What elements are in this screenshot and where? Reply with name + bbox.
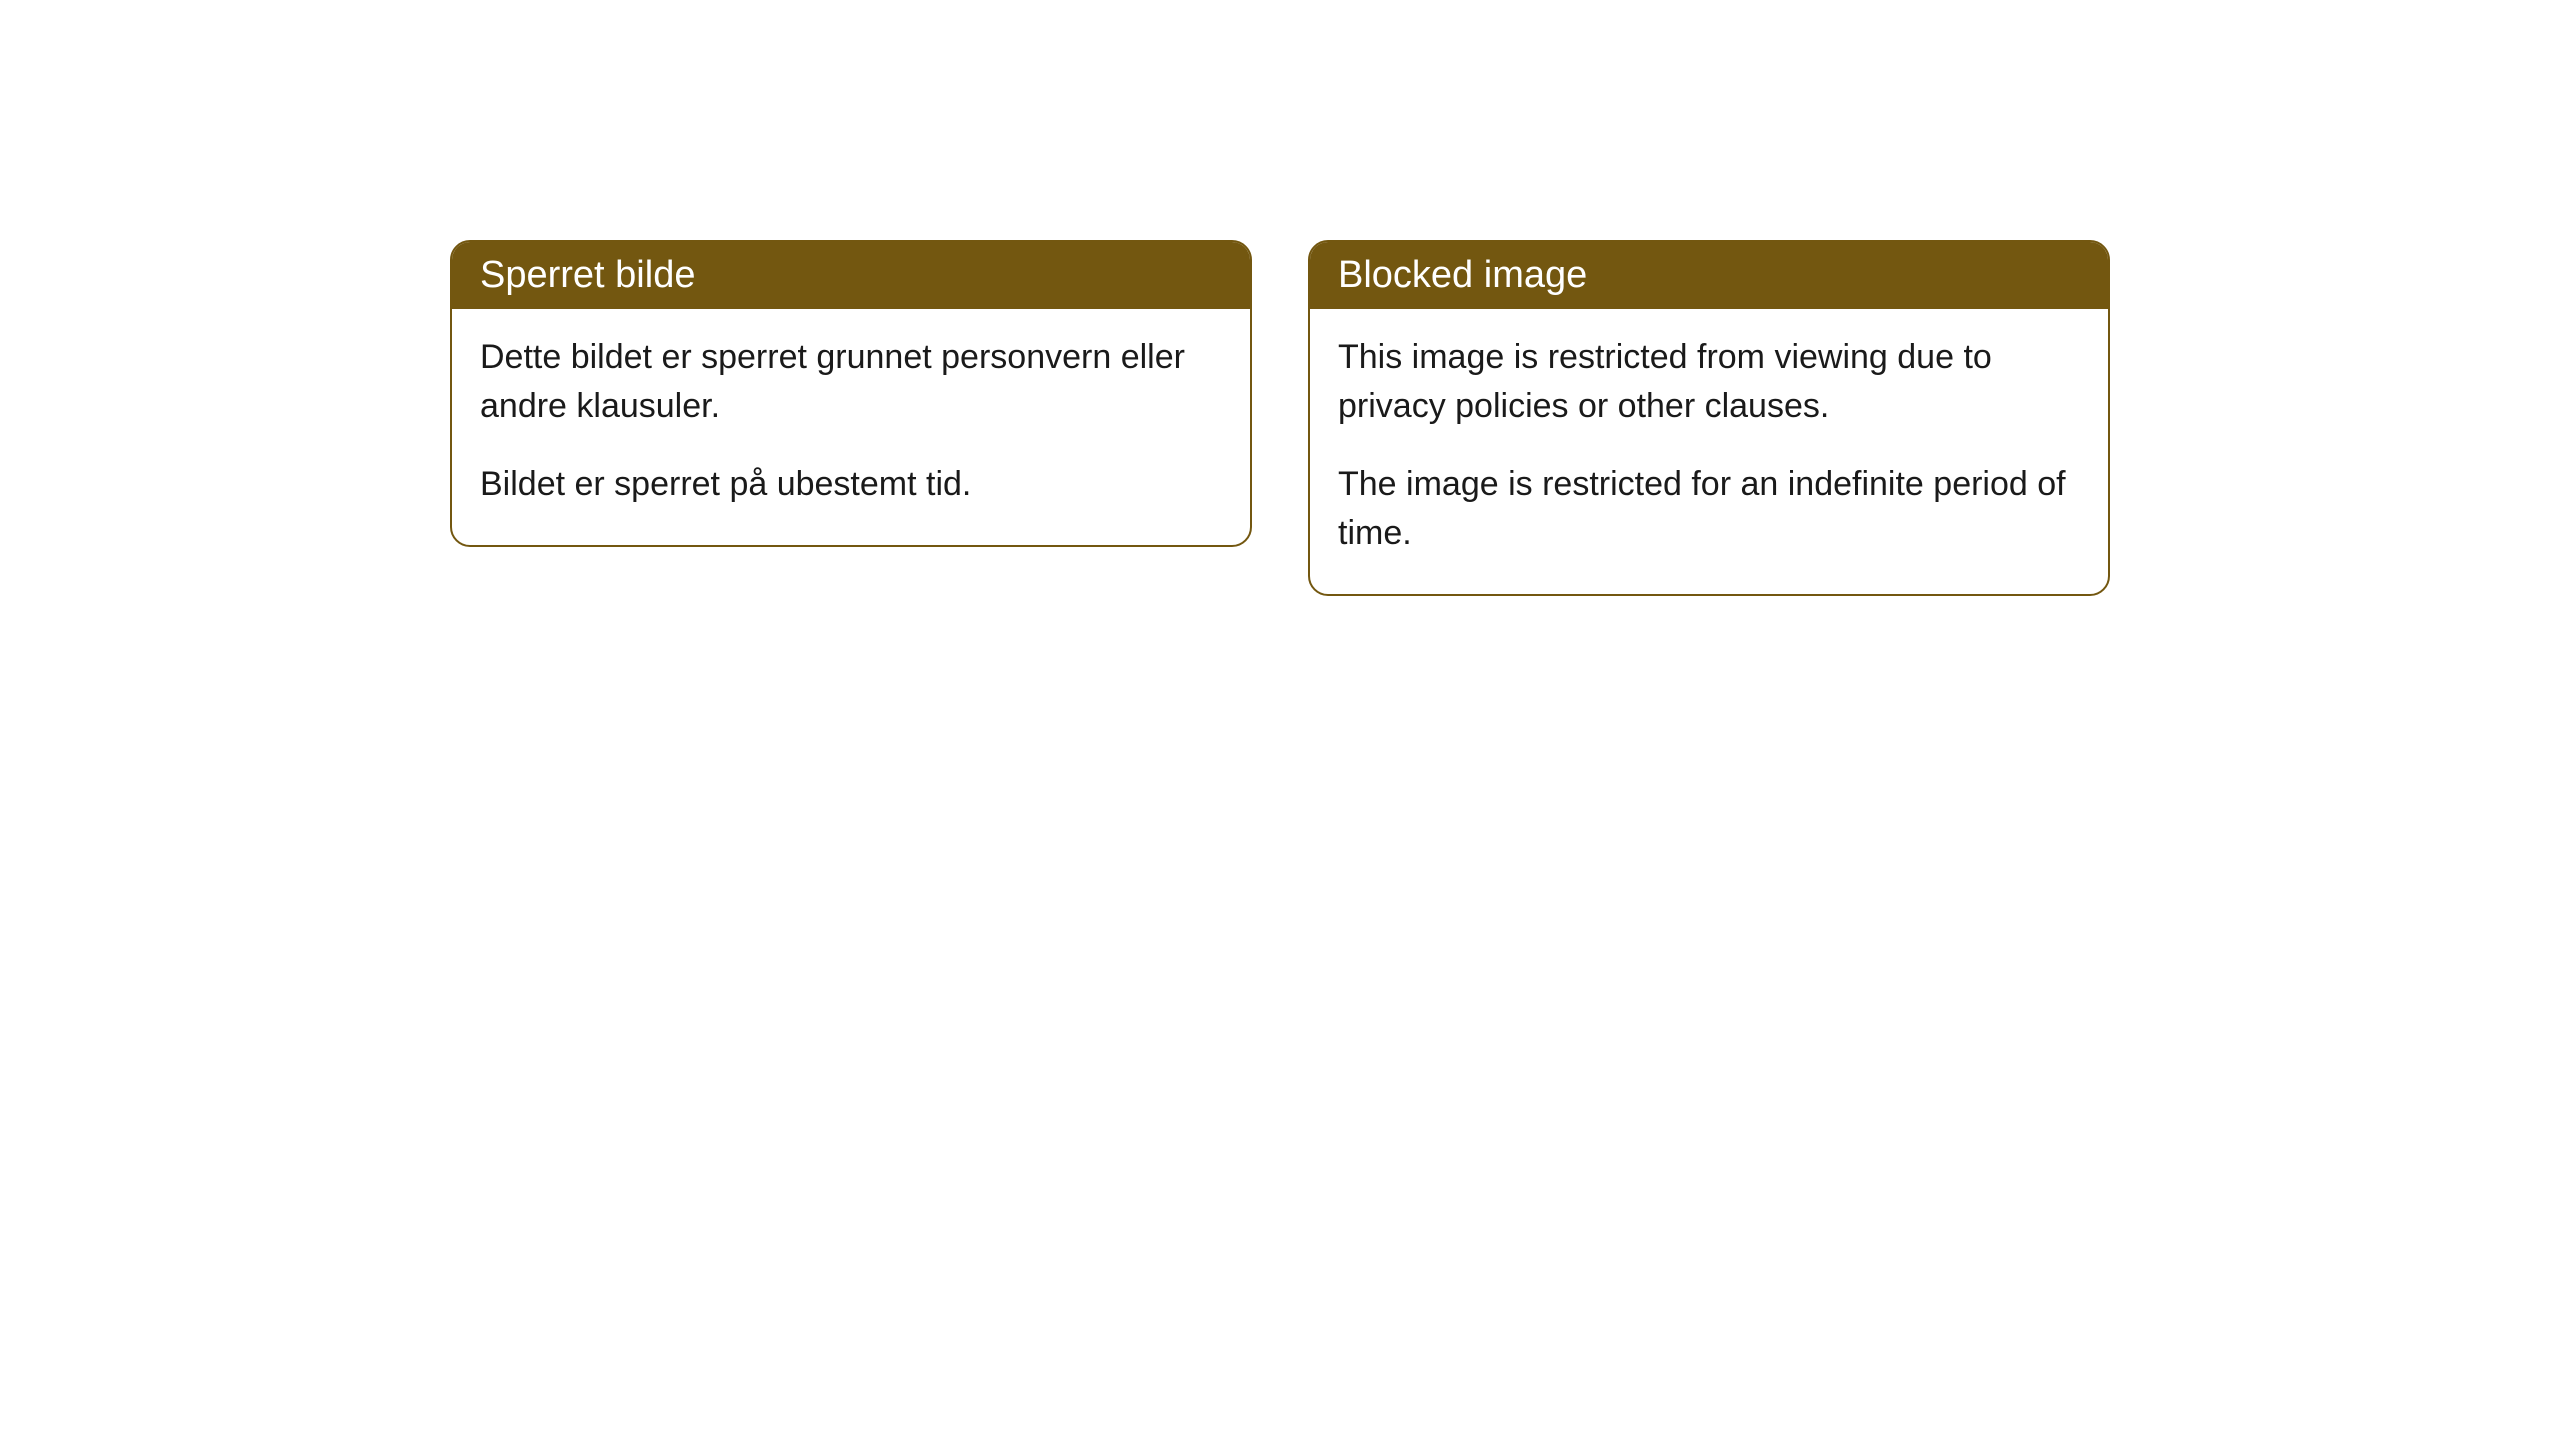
card-body-english: This image is restricted from viewing du… (1310, 309, 2108, 594)
card-header-english: Blocked image (1310, 242, 2108, 309)
blocked-image-card-english: Blocked image This image is restricted f… (1308, 240, 2110, 596)
card-title-norwegian: Sperret bilde (480, 254, 695, 296)
card-paragraph-1-english: This image is restricted from viewing du… (1338, 333, 2080, 432)
card-title-english: Blocked image (1338, 254, 1587, 296)
card-paragraph-2-norwegian: Bildet er sperret på ubestemt tid. (480, 460, 1222, 509)
card-header-norwegian: Sperret bilde (452, 242, 1250, 309)
card-body-norwegian: Dette bildet er sperret grunnet personve… (452, 309, 1250, 545)
card-paragraph-2-english: The image is restricted for an indefinit… (1338, 460, 2080, 559)
cards-container: Sperret bilde Dette bildet er sperret gr… (450, 240, 2110, 1440)
card-paragraph-1-norwegian: Dette bildet er sperret grunnet personve… (480, 333, 1222, 432)
blocked-image-card-norwegian: Sperret bilde Dette bildet er sperret gr… (450, 240, 1252, 547)
